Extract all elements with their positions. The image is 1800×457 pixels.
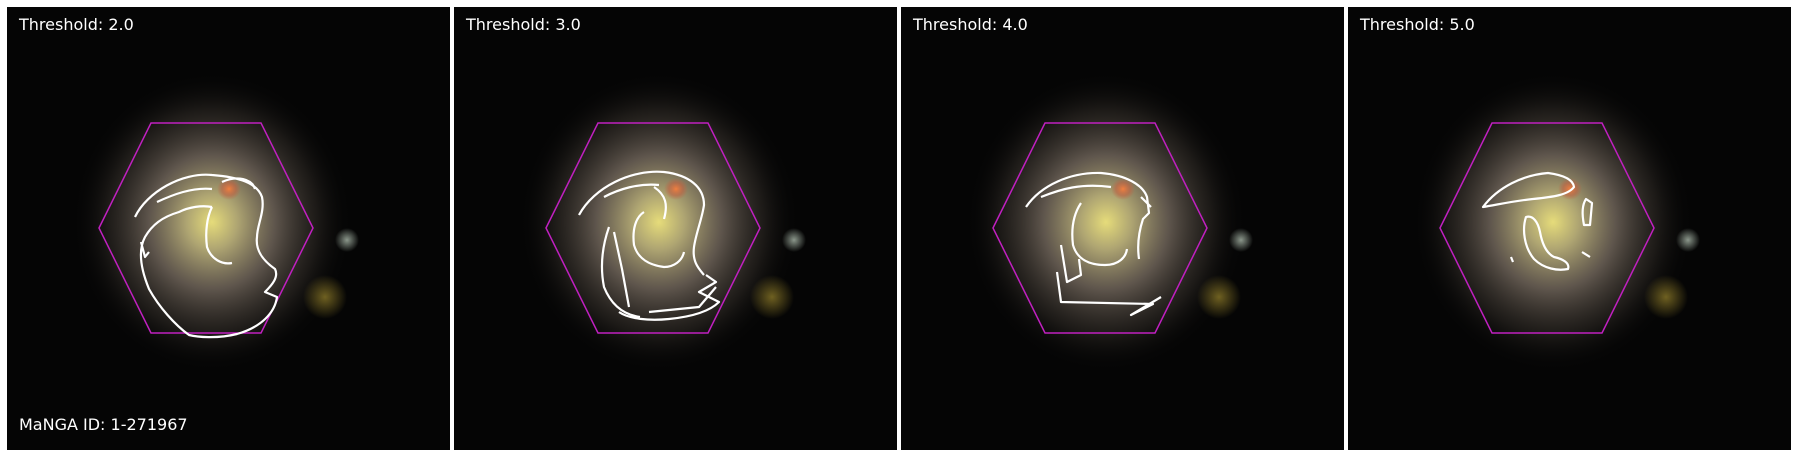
threshold-label: Threshold: 3.0 (466, 15, 581, 34)
galaxy-image (519, 72, 806, 372)
galaxy-image (72, 72, 359, 372)
galaxy-image (1413, 72, 1700, 372)
contour-lines (578, 170, 721, 321)
threshold-label: Threshold: 5.0 (1360, 15, 1475, 34)
threshold-panel-2: Threshold: 3.0 (454, 7, 897, 450)
threshold-panel-4: Threshold: 5.0 (1348, 7, 1791, 450)
manga-id-label: MaNGA ID: 1-271967 (19, 415, 188, 434)
contour-lines (1481, 171, 1594, 271)
galaxy-image (966, 72, 1253, 372)
ifu-hexagon (1439, 122, 1655, 334)
threshold-panel-3: Threshold: 4.0 (901, 7, 1344, 450)
threshold-panel-1: Threshold: 2.0 MaNGA ID: 1-271967 (7, 7, 450, 450)
threshold-label: Threshold: 4.0 (913, 15, 1028, 34)
ifu-hexagon (992, 122, 1208, 334)
ifu-hexagon (545, 122, 761, 334)
threshold-label: Threshold: 2.0 (19, 15, 134, 34)
contour-lines (1025, 171, 1162, 317)
ifu-hexagon (98, 122, 314, 334)
contour-lines (134, 173, 279, 339)
